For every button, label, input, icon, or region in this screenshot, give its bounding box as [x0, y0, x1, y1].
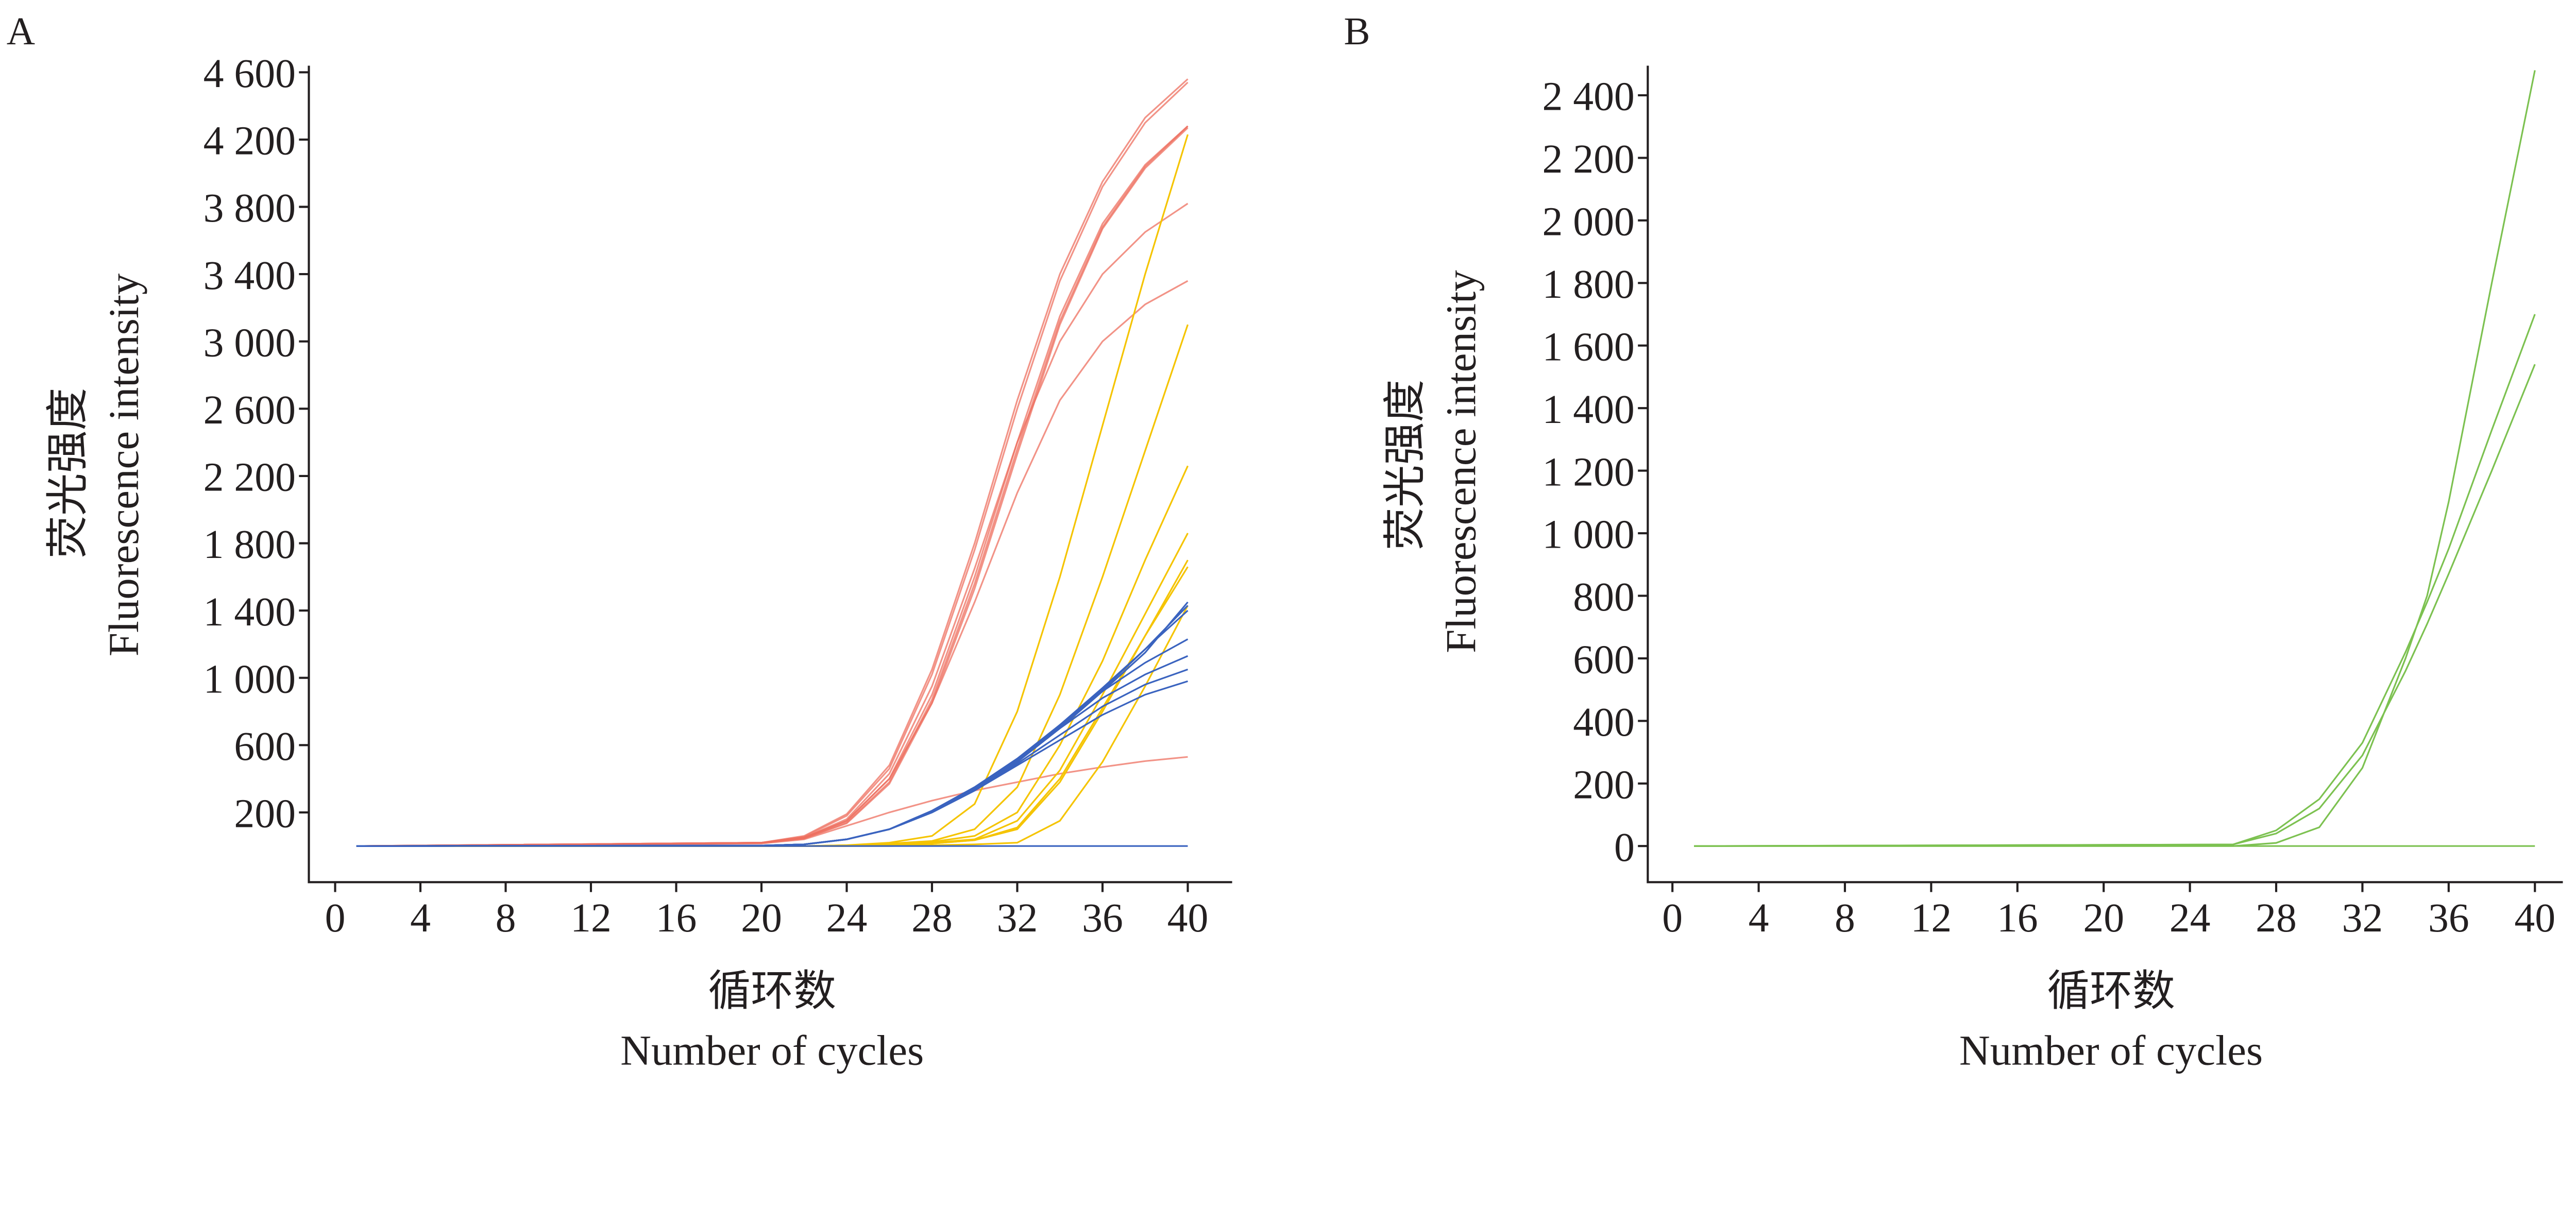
series-line-1: [356, 81, 1189, 847]
series-line-5: [356, 202, 1189, 847]
y-axis-title-cn: 荧光强度: [1381, 380, 1429, 551]
x-tick-label: 12: [1911, 895, 1952, 941]
y-tick-label: 200: [234, 791, 296, 837]
x-tick-label: 32: [997, 895, 1038, 941]
x-tick-label: 28: [2256, 895, 2297, 941]
x-tick-label: 4: [410, 895, 431, 941]
x-axis-title: Number of cycles: [620, 1026, 924, 1074]
x-tick-label: 0: [1662, 895, 1683, 941]
axes: [308, 65, 1232, 884]
x-tick-label: 4: [1749, 895, 1769, 941]
x-tick-label: 20: [741, 895, 782, 941]
y-tick-label: 800: [1573, 574, 1635, 620]
x-tick-label: 24: [826, 895, 868, 941]
series-line-0: [1694, 70, 2536, 847]
series-line-2: [1694, 364, 2536, 847]
panel-b: B 荧光强度 Fluorescence intensity 循环数 Number…: [1344, 9, 2563, 1074]
y-axis-title-cn: 荧光强度: [44, 388, 91, 559]
x-tick-label: 12: [570, 895, 612, 941]
x-tick-label: 16: [656, 895, 697, 941]
y-tick-label: 1 400: [1542, 387, 1634, 432]
series-line-20: [356, 668, 1189, 847]
x-tick-label: 28: [911, 895, 953, 941]
series-line-11: [356, 533, 1189, 847]
y-axis-title: Fluorescence intensity: [1437, 270, 1485, 653]
y-tick-label: 2 200: [1542, 137, 1634, 182]
y-tick-label: 0: [1614, 825, 1635, 870]
series-line-9: [356, 324, 1189, 847]
x-tick-label: 24: [2170, 895, 2211, 941]
y-tick-label: 1 000: [204, 656, 296, 702]
y-tick-label: 4 200: [204, 118, 296, 164]
y-tick-label: 600: [1573, 637, 1635, 683]
x-tick-label: 36: [2428, 895, 2469, 941]
y-tick-label: 3 000: [204, 320, 296, 365]
y-tick-label: 1 000: [1542, 512, 1634, 557]
axes: [1647, 65, 2563, 884]
y-tick-label: 2 400: [1542, 74, 1634, 120]
y-tick-label: 2 200: [204, 455, 296, 500]
y-tick-label: 1 400: [204, 589, 296, 635]
x-tick-label: 8: [1835, 895, 1855, 941]
y-tick-label: 4 600: [204, 51, 296, 96]
y-tick-label: 1 800: [1542, 262, 1634, 307]
series-line-7: [356, 756, 1188, 847]
series-group: [1694, 70, 2536, 847]
x-axis-title-cn: 循环数: [708, 968, 836, 1015]
series-line-1: [1694, 314, 2536, 847]
y-tick-label: 2 600: [204, 387, 296, 433]
figure: A 荧光强度 Fluorescence intensity 循环数 Number…: [7, 9, 2563, 1074]
x-tick-label: 16: [1997, 895, 2038, 941]
series-line-0: [356, 78, 1189, 847]
y-axis-title: Fluorescence intensity: [100, 273, 147, 656]
y-tick-label: 1 800: [204, 522, 296, 567]
x-tick-label: 0: [325, 895, 346, 941]
series-line-17: [356, 609, 1189, 847]
y-tick-label: 3 800: [204, 185, 296, 231]
series-line-6: [356, 280, 1189, 847]
panel-label-a: A: [7, 9, 35, 53]
x-axis-title: Number of cycles: [1959, 1026, 2263, 1074]
x-tick-label: 40: [1167, 895, 1209, 941]
series-line-13: [356, 566, 1189, 847]
series-line-12: [356, 559, 1189, 847]
panel-label-b: B: [1344, 9, 1370, 53]
x-tick-label: 8: [496, 895, 516, 941]
series-group: [356, 78, 1189, 847]
y-tick-label: 3 400: [204, 253, 296, 298]
x-tick-label: 36: [1082, 895, 1123, 941]
x-tick-label: 20: [2083, 895, 2124, 941]
x-tick-label: 40: [2514, 895, 2555, 941]
y-tick-label: 1 200: [1542, 449, 1634, 495]
y-tick-label: 2 000: [1542, 199, 1634, 245]
series-line-21: [356, 680, 1188, 847]
x-tick-label: 32: [2342, 895, 2383, 941]
x-axis-title-cn: 循环数: [2047, 968, 2175, 1015]
y-tick-label: 600: [234, 724, 296, 769]
y-tick-label: 400: [1573, 700, 1635, 745]
y-tick-label: 1 600: [1542, 324, 1634, 369]
series-line-10: [356, 465, 1189, 847]
y-tick-label: 200: [1573, 762, 1635, 807]
panel-a: A 荧光强度 Fluorescence intensity 循环数 Number…: [7, 9, 1232, 1074]
